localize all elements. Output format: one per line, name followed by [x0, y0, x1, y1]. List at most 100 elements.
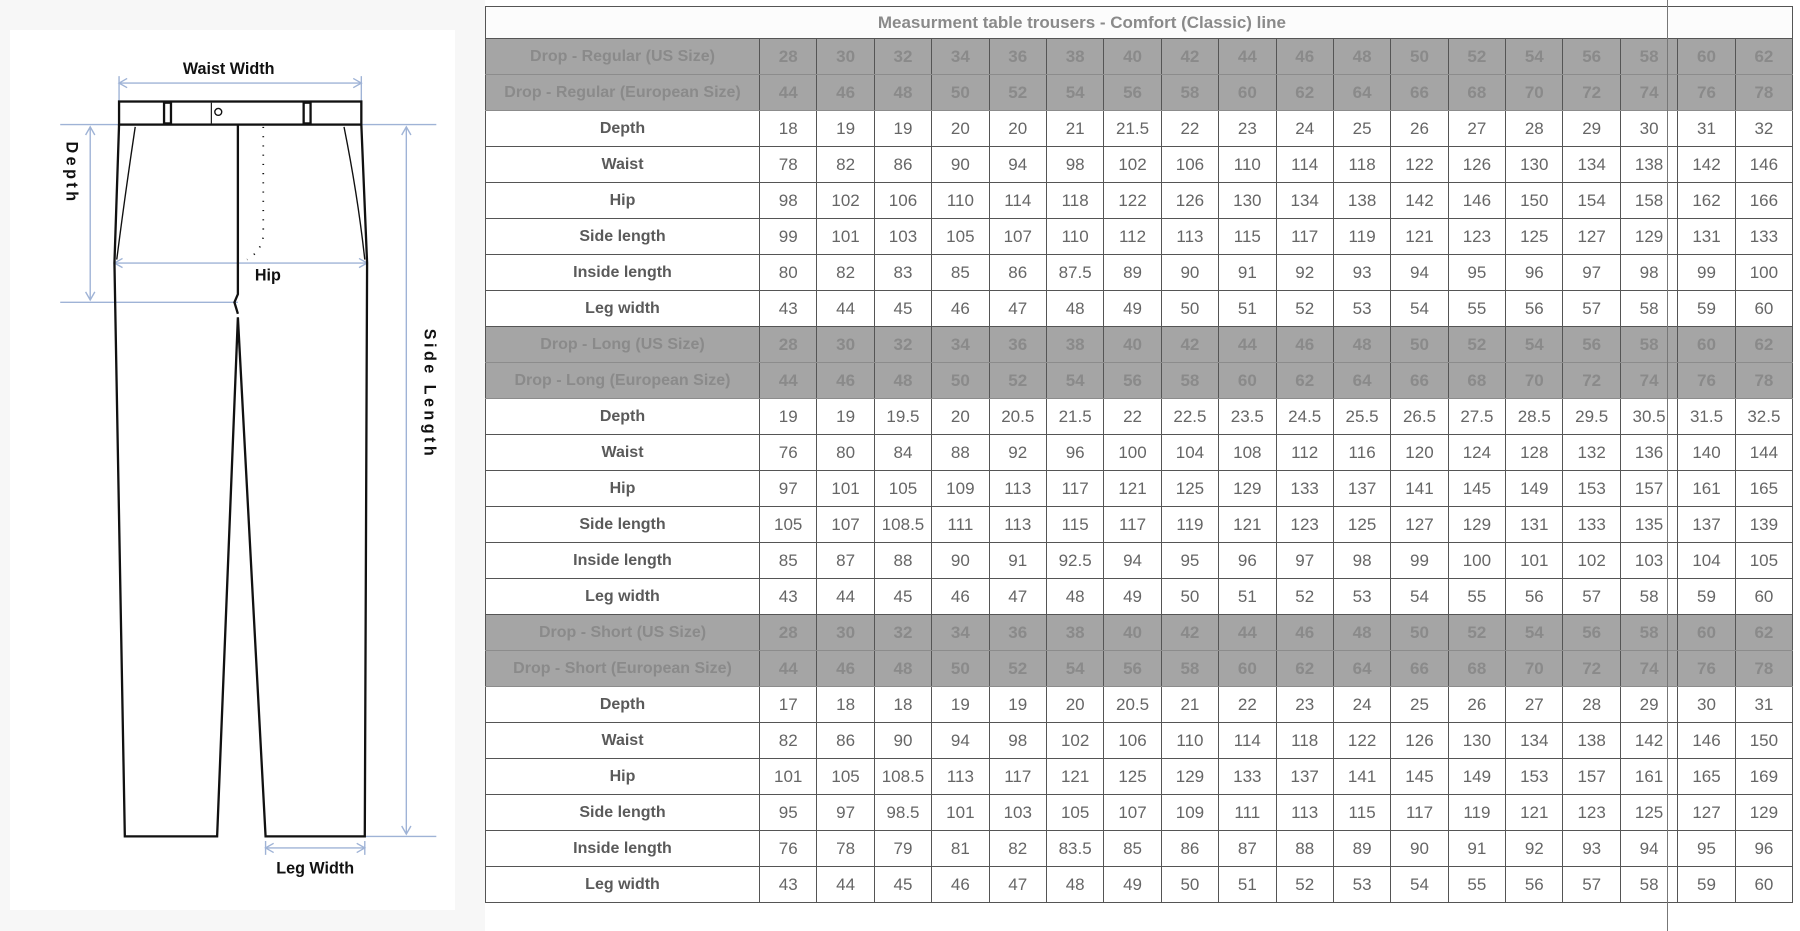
table-cell: 100 [1734, 254, 1794, 291]
table-cell: 57 [1562, 578, 1621, 615]
table-cell: 110 [1160, 722, 1220, 759]
table-cell: 74 [1619, 362, 1679, 399]
table-cell: 54 [1390, 290, 1449, 327]
table-cell: 144 [1734, 434, 1794, 471]
table-cell: 30 [1619, 110, 1679, 147]
table-cell: 133 [1218, 758, 1277, 795]
table-cell: 99 [1677, 254, 1736, 291]
row-label: Depth [485, 110, 760, 147]
table-title: Measurment table trousers - Comfort (Cla… [484, 6, 1678, 39]
table-cell: 32 [1734, 110, 1794, 147]
table-cell: 54 [1045, 74, 1105, 111]
table-cell: 42 [1160, 614, 1220, 651]
table-cell: 88 [931, 434, 990, 471]
table-cell: 44 [758, 650, 818, 687]
table-cell: 50 [931, 74, 990, 111]
table-cell: 56 [1505, 866, 1564, 903]
row-label: Inside length [485, 830, 760, 867]
table-cell: 55 [1447, 290, 1507, 327]
table-cell: 57 [1562, 290, 1621, 327]
table-cell: 60 [1734, 290, 1794, 327]
us-size-header-row: Drop - Regular (US Size) 28 30 32 34 36 38 40 42… [485, 38, 1794, 75]
table-cell: 109 [1160, 794, 1220, 831]
table-cell: 146 [1677, 722, 1736, 759]
table-cell: 60 [1677, 326, 1736, 363]
table-cell: 54 [1045, 362, 1105, 399]
row-label: Depth [485, 398, 760, 435]
table-cell: 44 [758, 362, 818, 399]
table-cell: 108.5 [873, 506, 933, 543]
table-cell: 46 [816, 74, 875, 111]
table-cell: 92 [988, 434, 1047, 471]
table-cell: 161 [1619, 758, 1679, 795]
table-cell: 53 [1332, 866, 1392, 903]
table-cell: 66 [1390, 74, 1449, 111]
row-label: Side length [485, 794, 760, 831]
table-cell: 38 [1045, 614, 1105, 651]
table-cell: 50 [1390, 38, 1449, 75]
table-cell: 97 [1562, 254, 1621, 291]
table-cell: 27.5 [1447, 398, 1507, 435]
table-cell: 117 [1275, 218, 1334, 255]
table-cell: 131 [1505, 506, 1564, 543]
table-cell: 26 [1447, 686, 1507, 723]
table-cell: 89 [1332, 830, 1392, 867]
table-cell: 122 [1390, 146, 1449, 183]
table-cell: 45 [873, 866, 933, 903]
measurement-row: Side length 95 97 98.5 101 103 105 107 109 111 113… [485, 794, 1794, 831]
table-cell: 92 [1275, 254, 1334, 291]
table-cell: 52 [1447, 614, 1507, 651]
table-cell: 120 [1390, 434, 1449, 471]
table-cell: 21.5 [1103, 110, 1162, 147]
table-cell: 112 [1103, 218, 1162, 255]
table-cell: 26 [1390, 110, 1449, 147]
table-cell: 68 [1447, 74, 1507, 111]
table-cell: 19 [873, 110, 933, 147]
table-cell: 90 [931, 146, 990, 183]
table-cell: 110 [931, 182, 990, 219]
table-cell: 83 [873, 254, 933, 291]
table-cell: 94 [988, 146, 1047, 183]
table-cell: 62 [1734, 326, 1794, 363]
table-cell: 22 [1160, 110, 1220, 147]
table-cell: 94 [1619, 830, 1679, 867]
table-cell: 115 [1332, 794, 1392, 831]
table-cell: 130 [1447, 722, 1507, 759]
table-cell: 157 [1619, 470, 1679, 507]
table-cell: 32 [873, 614, 933, 651]
table-cell: 43 [758, 578, 818, 615]
table-cell: 52 [1447, 38, 1507, 75]
table-cell: 49 [1103, 290, 1162, 327]
table-cell: 52 [988, 650, 1047, 687]
table-cell: 54 [1045, 650, 1105, 687]
table-cell: 107 [816, 506, 875, 543]
table-cell: 60 [1218, 362, 1277, 399]
table-cell: 19 [988, 686, 1047, 723]
table-cell: 48 [1045, 290, 1105, 327]
table-cell: 23 [1218, 110, 1277, 147]
table-cell: 58 [1160, 650, 1220, 687]
table-cell: 137 [1332, 470, 1392, 507]
table-cell: 50 [931, 650, 990, 687]
measurement-row: Depth 19 19 19.5 20 20.5 21.5 22 22.5 23.5 24.5 25.… [485, 398, 1794, 435]
table-cell: 44 [1218, 614, 1277, 651]
table-cell: 54 [1505, 326, 1564, 363]
table-cell: 105 [873, 470, 933, 507]
measurement-row: Inside length 80 82 83 85 86 87.5 89 90 91 92 93 94 9… [485, 254, 1794, 291]
table-cell: 95 [1677, 830, 1736, 867]
table-cell: 46 [1275, 38, 1334, 75]
row-label: Hip [485, 182, 760, 219]
table-cell: 50 [1160, 866, 1220, 903]
table-cell: 104 [1677, 542, 1736, 579]
table-cell: 142 [1619, 722, 1679, 759]
european-size-header-row: Drop - Long (European Size) 44 46 48 50 52 54 5… [485, 362, 1794, 399]
table-cell: 49 [1103, 578, 1162, 615]
table-cell: 92.5 [1045, 542, 1105, 579]
table-cell: 48 [1045, 578, 1105, 615]
table-cell: 20 [988, 110, 1047, 147]
row-label: Drop - Long (US Size) [485, 326, 760, 363]
table-cell: 129 [1160, 758, 1220, 795]
table-cell: 32 [873, 326, 933, 363]
depth-label: Depth [63, 142, 81, 205]
table-cell: 45 [873, 578, 933, 615]
